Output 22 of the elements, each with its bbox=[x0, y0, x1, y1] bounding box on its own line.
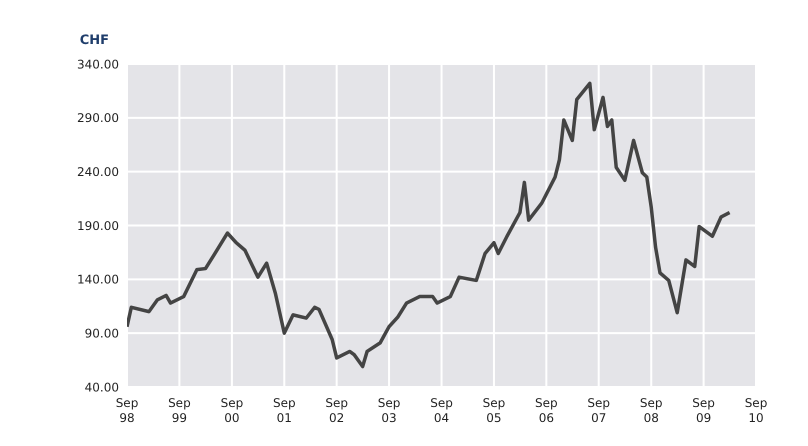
x-tick-label: Sep 10 bbox=[744, 396, 768, 425]
x-tick-label: Sep 09 bbox=[692, 396, 715, 425]
y-tick-label: 240.00 bbox=[77, 164, 119, 179]
y-tick-label: 40.00 bbox=[84, 380, 119, 394]
y-tick-label: 90.00 bbox=[84, 326, 119, 340]
x-tick-label: Sep 07 bbox=[587, 396, 610, 425]
y-tick-label: 340.00 bbox=[77, 57, 119, 72]
line-series bbox=[127, 82, 732, 368]
x-tick-label: Sep 05 bbox=[482, 396, 506, 425]
x-tick-label: Sep 00 bbox=[220, 396, 244, 425]
y-tick-label: 140.00 bbox=[77, 272, 119, 287]
y-axis-title: CHF bbox=[80, 33, 109, 48]
y-tick-label: 290.00 bbox=[77, 111, 119, 126]
x-tick-label: Sep 03 bbox=[378, 396, 400, 425]
x-tick-label: Sep 06 bbox=[535, 396, 558, 425]
y-tick-label: 190.00 bbox=[77, 218, 119, 233]
x-tick-label: Sep 08 bbox=[640, 396, 663, 425]
x-tick-label: Sep 04 bbox=[430, 396, 453, 425]
x-tick-label: Sep 01 bbox=[272, 396, 296, 425]
x-tick-label: Sep 98 bbox=[116, 396, 138, 425]
x-tick-label: Sep 99 bbox=[168, 396, 191, 425]
x-tick-label: Sep 02 bbox=[325, 396, 348, 425]
